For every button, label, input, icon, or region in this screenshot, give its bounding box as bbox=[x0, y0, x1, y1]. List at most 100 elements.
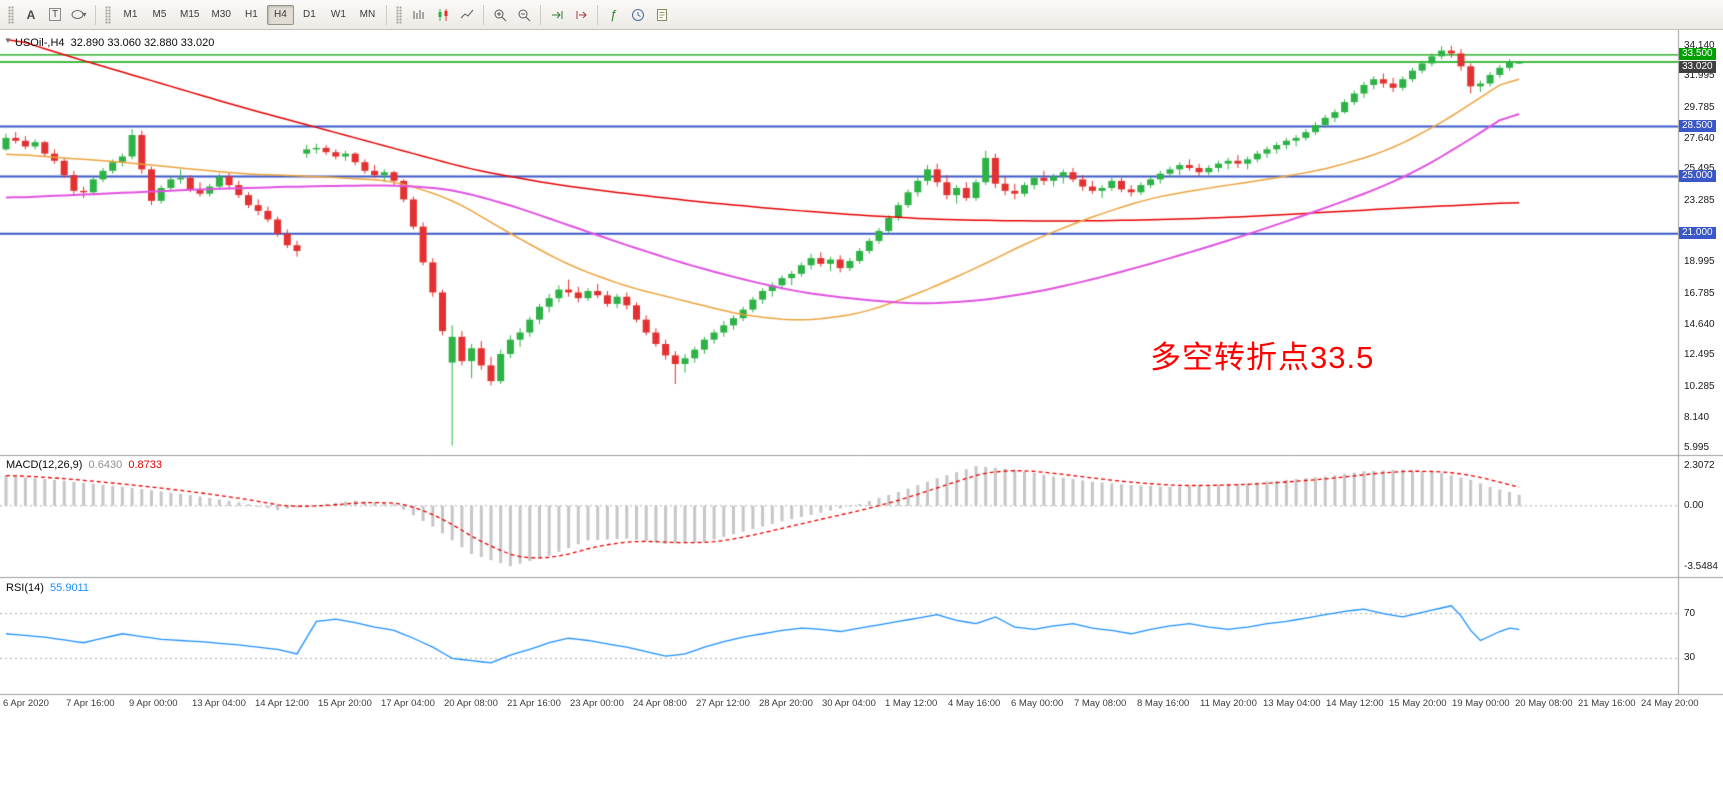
time-axis-label: 11 May 20:00 bbox=[1200, 698, 1257, 709]
symbol-title: USOil-,H4 bbox=[15, 37, 65, 49]
timeframe-h4[interactable]: H4 bbox=[266, 4, 294, 25]
auto-scroll-icon bbox=[551, 10, 563, 19]
clock-icon bbox=[631, 8, 644, 21]
price-tick-label: 12.495 bbox=[1684, 349, 1715, 361]
rsi-indicator-label[interactable]: RSI(14) 55.9011 bbox=[6, 582, 89, 594]
bar-chart-button[interactable] bbox=[408, 4, 430, 26]
time-axis-label: 19 May 00:00 bbox=[1452, 698, 1510, 709]
text-annotation-button[interactable]: A bbox=[20, 4, 42, 26]
price-tick-label: 23.285 bbox=[1684, 195, 1715, 207]
macd-indicator-label[interactable]: MACD(12,26,9) 0.6430 0.8733 bbox=[6, 459, 162, 471]
time-axis-label: 13 Apr 04:00 bbox=[192, 698, 246, 709]
time-axis-label: 7 May 08:00 bbox=[1074, 698, 1127, 709]
time-axis-label: 20 Apr 08:00 bbox=[444, 698, 498, 709]
macd-main-value: 0.6430 bbox=[88, 459, 123, 471]
price-tick-label: 34.140 bbox=[1684, 39, 1715, 51]
zoom-in-button[interactable] bbox=[489, 4, 511, 26]
time-axis-label: 20 May 08:00 bbox=[1515, 698, 1573, 709]
zoom-out-button[interactable] bbox=[513, 4, 535, 26]
time-axis-label: 6 May 00:00 bbox=[1011, 698, 1064, 709]
timeframe-m15[interactable]: M15 bbox=[175, 5, 204, 25]
time-axis-label: 4 May 16:00 bbox=[948, 698, 1001, 709]
templates-button[interactable] bbox=[651, 4, 673, 26]
time-axis-label: 24 May 20:00 bbox=[1641, 698, 1699, 709]
template-page-icon bbox=[656, 8, 667, 21]
rsi-level-label: 70 bbox=[1684, 607, 1696, 619]
price-marker-label: 33.500 bbox=[1679, 48, 1716, 61]
timeframe-d1[interactable]: D1 bbox=[296, 5, 323, 25]
bar-chart-icon bbox=[413, 9, 424, 19]
function-icon: ƒ bbox=[610, 7, 618, 22]
time-axis-label: 27 Apr 12:00 bbox=[696, 698, 750, 709]
price-tick-label: 29.785 bbox=[1684, 102, 1715, 114]
time-axis-label: 21 Apr 16:00 bbox=[507, 698, 561, 709]
line-chart-icon bbox=[460, 9, 474, 18]
candlestick-chart-button[interactable] bbox=[432, 4, 454, 26]
toolbar-separator bbox=[95, 4, 96, 25]
ellipse-shape-icon bbox=[71, 10, 84, 19]
timeframe-mn[interactable]: MN bbox=[354, 5, 381, 25]
timeframe-m1[interactable]: M1 bbox=[117, 5, 144, 25]
one-click-trading-toggle[interactable]: ▼ bbox=[4, 36, 12, 45]
time-axis-label: 15 Apr 20:00 bbox=[318, 698, 372, 709]
time-axis-label: 13 May 04:00 bbox=[1263, 698, 1321, 709]
toolbar-separator bbox=[596, 4, 598, 25]
indicators-button[interactable]: ƒ bbox=[603, 4, 625, 26]
chart-shift-icon bbox=[576, 10, 587, 19]
time-axis-label: 15 May 20:00 bbox=[1389, 698, 1447, 709]
shapes-button[interactable]: ▾ bbox=[68, 4, 90, 26]
chart-shift-button[interactable] bbox=[570, 4, 592, 26]
macd-signal-value: 0.8733 bbox=[128, 459, 162, 471]
time-axis-label: 6 Apr 2020 bbox=[3, 698, 49, 709]
symbol-ohlc-label: USOil-,H4 32.890 33.060 32.880 33.020 bbox=[15, 37, 214, 49]
price-tick-label: 25.495 bbox=[1684, 163, 1715, 175]
timeframe-h1[interactable]: H1 bbox=[238, 5, 265, 25]
toolbar-separator bbox=[482, 4, 484, 25]
time-axis-label: 8 May 16:00 bbox=[1137, 698, 1190, 709]
time-axis-label: 7 Apr 16:00 bbox=[66, 698, 115, 709]
price-tick-label: 14.640 bbox=[1684, 318, 1715, 330]
price-tick-label: 31.995 bbox=[1684, 70, 1715, 82]
line-chart-button[interactable] bbox=[456, 4, 478, 26]
toolbar-separator bbox=[539, 4, 541, 25]
price-marker-label: 25.000 bbox=[1679, 170, 1716, 183]
chevron-down-icon: ▾ bbox=[82, 10, 87, 19]
price-tick-label: 16.785 bbox=[1684, 288, 1715, 300]
price-tick-label: 8.140 bbox=[1684, 411, 1710, 423]
chart-text-annotation: 多空转折点33.5 bbox=[1150, 340, 1375, 375]
time-axis-label: 9 Apr 00:00 bbox=[129, 698, 178, 709]
price-marker-label: 28.500 bbox=[1679, 119, 1716, 132]
periods-button[interactable] bbox=[627, 4, 649, 26]
macd-tick-label: 2.3072 bbox=[1684, 460, 1715, 471]
time-axis-label: 23 Apr 00:00 bbox=[570, 698, 624, 709]
rsi-value: 55.9011 bbox=[50, 582, 89, 594]
tool-dots-icon[interactable] bbox=[8, 5, 14, 24]
rsi-name: RSI(14) bbox=[6, 582, 44, 594]
price-tick-label: 18.995 bbox=[1684, 256, 1715, 268]
time-axis-label: 21 May 16:00 bbox=[1578, 698, 1636, 709]
timeframe-m5[interactable]: M5 bbox=[146, 5, 173, 25]
timeframe-m30[interactable]: M30 bbox=[206, 5, 235, 25]
price-marker-label: 33.020 bbox=[1679, 61, 1716, 74]
time-axis-label: 17 Apr 04:00 bbox=[381, 698, 435, 709]
time-axis-label: 1 May 12:00 bbox=[885, 698, 938, 709]
tool-dots-icon[interactable] bbox=[105, 5, 111, 24]
macd-tick-label: 0.00 bbox=[1684, 499, 1704, 511]
symbol-ohlc-values: 32.890 33.060 32.880 33.020 bbox=[70, 37, 215, 49]
time-axis-label: 28 Apr 20:00 bbox=[759, 698, 813, 709]
letter-t-icon: T bbox=[48, 8, 62, 21]
text-label-button[interactable]: T bbox=[44, 4, 66, 26]
letter-a-icon: A bbox=[26, 7, 36, 22]
timeframe-w1[interactable]: W1 bbox=[325, 5, 352, 25]
zoom-in-icon bbox=[494, 9, 507, 21]
time-axis-label: 14 May 12:00 bbox=[1326, 698, 1384, 709]
time-axis-label: 14 Apr 12:00 bbox=[255, 698, 309, 709]
rsi-level-label: 30 bbox=[1684, 652, 1696, 664]
price-tick-label: 27.640 bbox=[1684, 132, 1715, 144]
zoom-out-icon bbox=[518, 9, 531, 21]
tool-dots-icon[interactable] bbox=[395, 5, 402, 24]
auto-scroll-button[interactable] bbox=[546, 4, 568, 26]
toolbar: A T ▾ M1 M5 M15 M30 H1 H4 D1 W1 MN bbox=[0, 0, 1723, 30]
